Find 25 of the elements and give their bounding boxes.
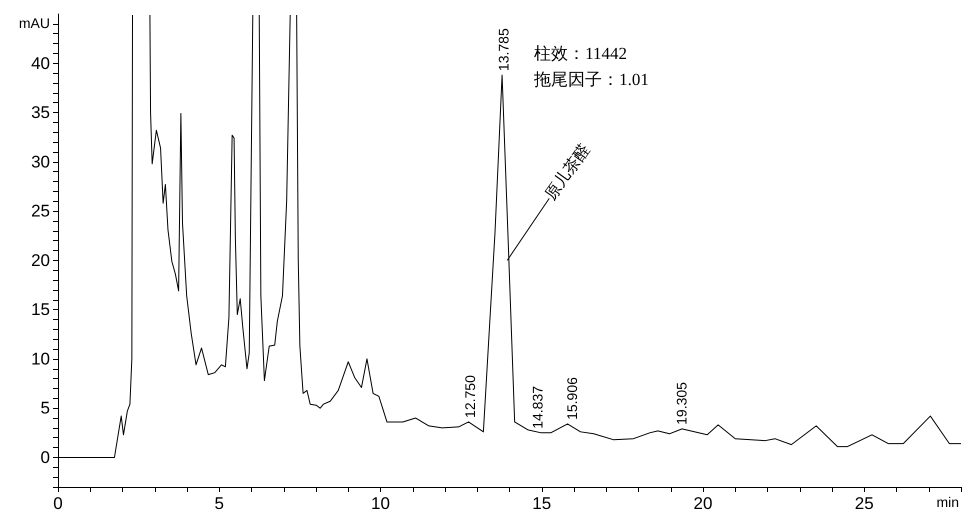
annotation: 19.305 [674, 382, 690, 425]
y-tick-label: 10 [31, 349, 50, 368]
y-tick-label: 0 [40, 448, 50, 467]
annotation: 13.785 [496, 28, 512, 72]
annotation: 12.750 [462, 374, 478, 418]
y-tick-label: 30 [31, 152, 50, 172]
y-tick-label: 25 [31, 202, 50, 221]
x-tick-label: 15 [532, 494, 552, 513]
y-tick-label: 35 [31, 103, 50, 122]
y-tick-label: 40 [31, 54, 50, 73]
y-tick-label: 5 [40, 398, 50, 418]
annotation: 15.906 [564, 376, 580, 420]
x-tick-label: 20 [694, 494, 712, 513]
x-tick-label: 25 [854, 494, 874, 513]
annotation: 14.837 [529, 386, 546, 429]
annotation: 柱效：11442 [534, 44, 627, 64]
y-axis-title: mAU [18, 15, 50, 31]
x-tick-label: 10 [371, 494, 390, 513]
x-tick-label: 5 [214, 494, 224, 513]
x-axis-title: min [936, 494, 959, 510]
y-tick-label: 20 [31, 250, 50, 270]
x-tick-label: 0 [53, 494, 63, 513]
annotation: 原儿茶醛 [542, 140, 594, 204]
annotation: 拖尾因子：1.01 [533, 70, 649, 90]
y-tick-label: 15 [31, 300, 50, 320]
